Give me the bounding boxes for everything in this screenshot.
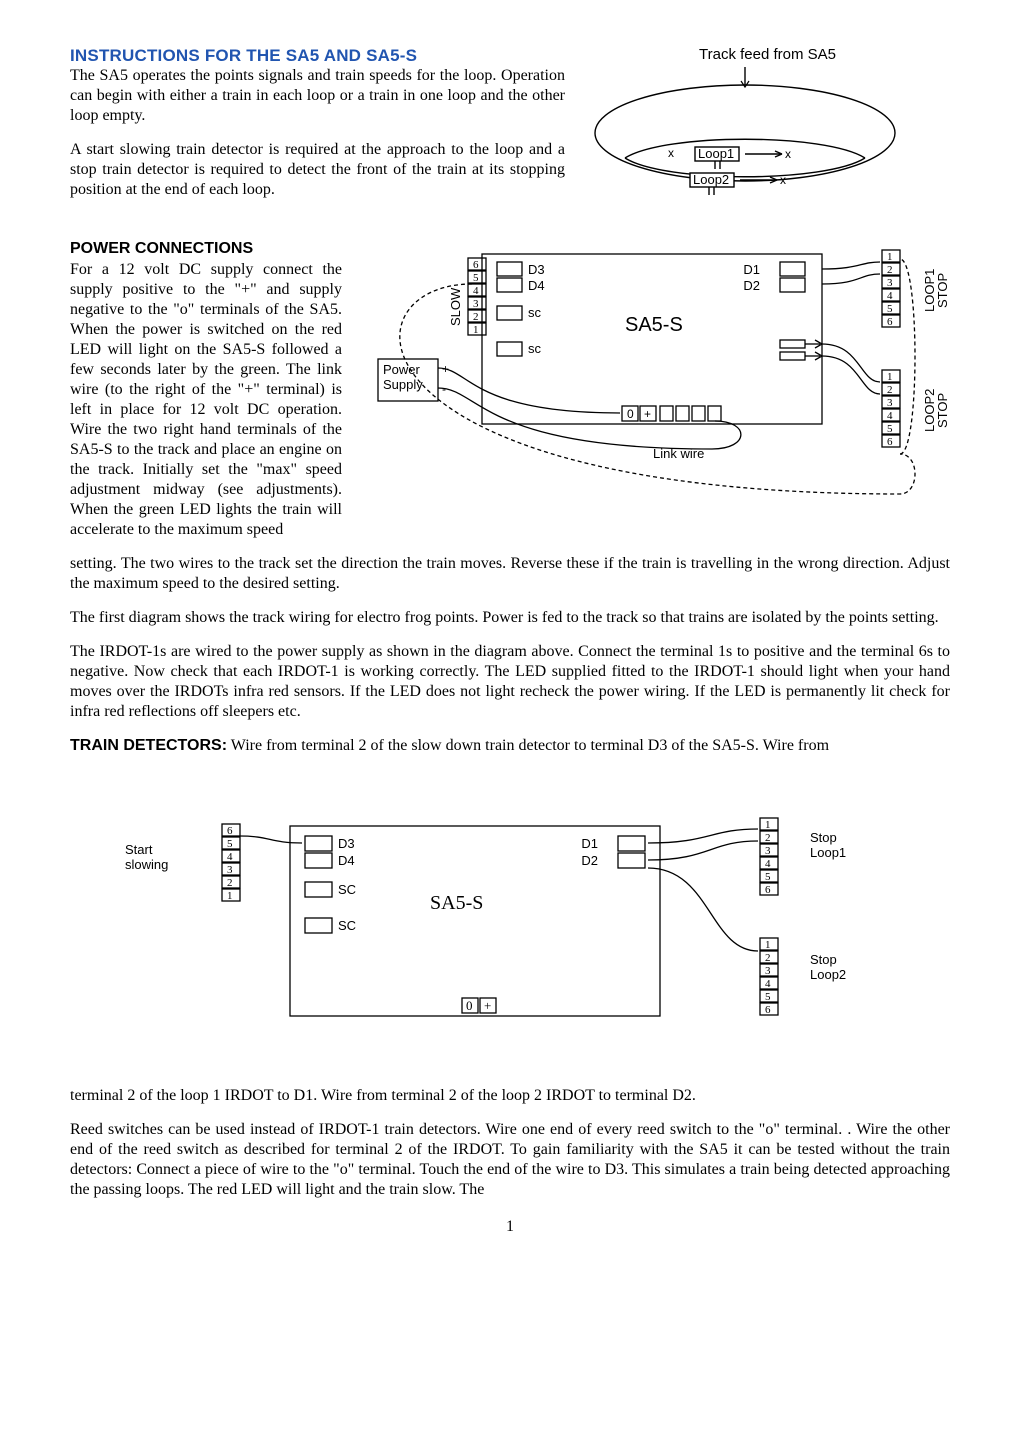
svg-text:-: - <box>442 382 446 396</box>
svg-text:x: x <box>785 147 791 161</box>
svg-text:Loop1: Loop1 <box>810 845 846 860</box>
diagram-sa5s-power: 654321 <box>360 214 950 504</box>
page-number: 1 <box>70 1218 950 1236</box>
svg-text:2: 2 <box>765 832 771 844</box>
svg-text:D2: D2 <box>581 853 598 868</box>
svg-text:2: 2 <box>765 952 771 964</box>
svg-text:D2: D2 <box>743 278 760 293</box>
svg-text:1: 1 <box>765 939 771 951</box>
svg-text:4: 4 <box>765 858 771 870</box>
para-train-det: TRAIN DETECTORS: Wire from terminal 2 of… <box>70 736 950 756</box>
para-reed: Reed switches can be used instead of IRD… <box>70 1120 950 1200</box>
svg-text:+: + <box>644 407 651 421</box>
svg-text:+: + <box>484 998 491 1013</box>
svg-text:sc: sc <box>528 341 542 356</box>
svg-text:4: 4 <box>887 290 893 302</box>
sa5s-title-3: SA5-S <box>430 892 483 914</box>
track-feed-title: Track feed from SA5 <box>585 46 950 63</box>
svg-text:5: 5 <box>473 272 479 284</box>
svg-text:5: 5 <box>765 991 771 1003</box>
svg-text:Link wire: Link wire <box>653 446 704 461</box>
svg-text:SC: SC <box>338 882 356 897</box>
svg-text:slowing: slowing <box>125 857 168 872</box>
svg-text:Power: Power <box>383 362 421 377</box>
para-setting: setting. The two wires to the track set … <box>70 554 950 594</box>
svg-text:3: 3 <box>227 864 233 876</box>
train-detectors-label: TRAIN DETECTORS: <box>70 737 227 754</box>
svg-text:D3: D3 <box>338 836 355 851</box>
svg-text:3: 3 <box>765 965 771 977</box>
svg-text:6: 6 <box>765 884 771 896</box>
para-power: For a 12 volt DC supply connect the supp… <box>70 260 342 540</box>
svg-text:D1: D1 <box>743 262 760 277</box>
svg-text:1: 1 <box>887 251 893 263</box>
svg-text:1: 1 <box>887 371 893 383</box>
svg-text:1: 1 <box>227 890 233 902</box>
svg-text:SC: SC <box>338 918 356 933</box>
svg-text:+: + <box>442 362 449 376</box>
svg-text:2: 2 <box>887 384 893 396</box>
svg-text:x: x <box>780 173 786 187</box>
svg-text:STOP: STOP <box>935 393 950 428</box>
svg-text:D3: D3 <box>528 262 545 277</box>
diagram-track-feed: x x x Loop1 Loop2 <box>585 63 905 213</box>
svg-text:6: 6 <box>887 316 893 328</box>
svg-text:0: 0 <box>627 407 634 421</box>
svg-text:3: 3 <box>887 277 893 289</box>
svg-text:Loop2: Loop2 <box>810 967 846 982</box>
para-1: The SA5 operates the points signals and … <box>70 66 565 126</box>
sa5s-title-2: SA5-S <box>625 314 683 336</box>
para-2: A start slowing train detector is requir… <box>70 140 565 200</box>
svg-text:x: x <box>668 146 674 160</box>
svg-text:sc: sc <box>528 305 542 320</box>
svg-text:D4: D4 <box>338 853 355 868</box>
svg-text:6: 6 <box>227 825 233 837</box>
svg-text:4: 4 <box>473 285 479 297</box>
svg-text:1: 1 <box>765 819 771 831</box>
svg-text:5: 5 <box>227 838 233 850</box>
svg-text:2: 2 <box>227 877 233 889</box>
svg-text:4: 4 <box>887 410 893 422</box>
svg-text:STOP: STOP <box>935 273 950 308</box>
svg-text:0: 0 <box>466 998 473 1013</box>
svg-text:D1: D1 <box>581 836 598 851</box>
svg-text:4: 4 <box>227 851 233 863</box>
svg-text:SLOW: SLOW <box>448 287 463 326</box>
svg-text:5: 5 <box>887 423 893 435</box>
svg-text:4: 4 <box>765 978 771 990</box>
svg-text:2: 2 <box>887 264 893 276</box>
svg-text:1: 1 <box>473 324 479 336</box>
diagram-sa5s-detectors: 654321 123456 123456 D3 D4 SC SC D1 D2 S… <box>70 796 950 1056</box>
para-term2: terminal 2 of the loop 1 IRDOT to D1. Wi… <box>70 1086 950 1106</box>
svg-text:3: 3 <box>765 845 771 857</box>
svg-text:5: 5 <box>765 871 771 883</box>
main-heading: INSTRUCTIONS FOR THE SA5 AND SA5-S <box>70 46 565 66</box>
power-heading: POWER CONNECTIONS <box>70 240 342 258</box>
loop1-text: Loop1 <box>698 146 734 161</box>
svg-text:6: 6 <box>887 436 893 448</box>
para-irdot: The IRDOT-1s are wired to the power supp… <box>70 642 950 722</box>
loop2-text: Loop2 <box>693 172 729 187</box>
svg-text:Supply: Supply <box>383 377 423 392</box>
svg-text:Start: Start <box>125 842 153 857</box>
svg-text:Stop: Stop <box>810 830 837 845</box>
svg-text:6: 6 <box>765 1004 771 1016</box>
svg-text:2: 2 <box>473 311 479 323</box>
svg-text:Stop: Stop <box>810 952 837 967</box>
svg-text:5: 5 <box>887 303 893 315</box>
svg-text:D4: D4 <box>528 278 545 293</box>
para-first-diag: The first diagram shows the track wiring… <box>70 608 950 628</box>
svg-text:6: 6 <box>473 259 479 271</box>
svg-text:3: 3 <box>887 397 893 409</box>
svg-text:3: 3 <box>473 298 479 310</box>
